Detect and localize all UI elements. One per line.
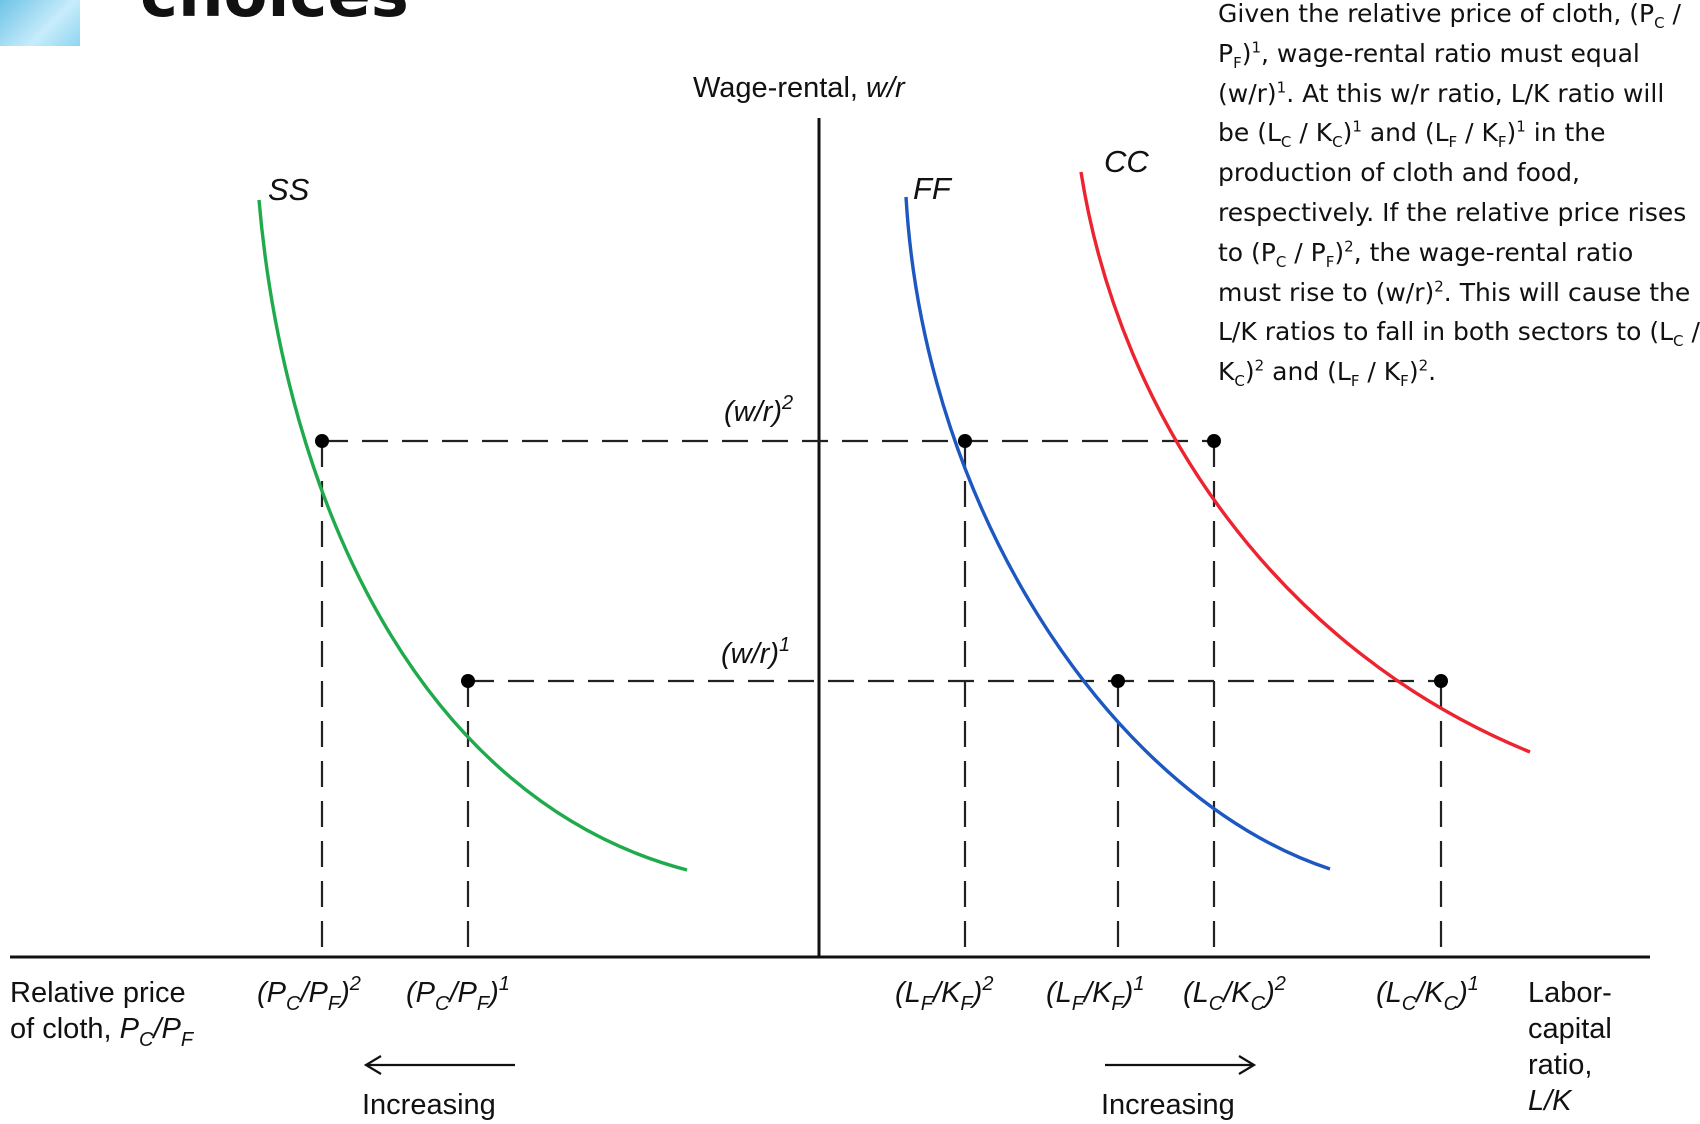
wr2-label: (w/r)2 <box>724 392 793 428</box>
left-arrow-head-icon <box>363 1055 382 1075</box>
cc-curve <box>1079 171 1531 754</box>
right-arrow-head-icon <box>1238 1055 1257 1075</box>
y-axis-label-text: Wage-rental, <box>693 72 866 104</box>
lckc1-label: (LC/KC)1 <box>1376 973 1479 1015</box>
ff-curve <box>904 196 1331 871</box>
lfkf2-label: (LF/KF)2 <box>895 973 993 1015</box>
cc-label: CC <box>1104 144 1149 179</box>
ss-curve <box>257 199 688 872</box>
y-axis-label: Wage-rental, w/r <box>693 72 906 104</box>
point-ff-wr1 <box>1111 674 1125 688</box>
point-ss-wr1 <box>461 674 475 688</box>
point-ss-wr2 <box>315 434 329 448</box>
right-x-axis-label-line2: capital <box>1528 1013 1612 1045</box>
left-increasing-label: Increasing <box>362 1089 496 1121</box>
slide-title: choices <box>140 0 409 32</box>
left-x-axis-label-line2: of cloth, PC/PF <box>10 1013 195 1051</box>
lfkf1-label: (LF/KF)1 <box>1046 973 1144 1015</box>
right-x-axis-label-line4: L/K <box>1528 1085 1573 1117</box>
left-x-axis-label-line1: Relative price <box>10 977 186 1009</box>
logo-graphic <box>0 0 80 46</box>
point-cc-wr2 <box>1207 434 1221 448</box>
point-ff-wr2 <box>958 434 972 448</box>
ff-label: FF <box>913 171 953 206</box>
lckc2-label: (LC/KC)2 <box>1183 973 1286 1015</box>
explanation-note: Given the relative price of cloth, (PC /… <box>1218 0 1700 391</box>
right-x-axis-label-line3: ratio, <box>1528 1049 1592 1081</box>
wr1-label: (w/r)1 <box>721 634 790 670</box>
pcpf2-label: (PC/PF)2 <box>257 973 361 1015</box>
ss-label: SS <box>268 172 310 207</box>
point-cc-wr1 <box>1434 674 1448 688</box>
right-increasing-label: Increasing <box>1101 1089 1235 1121</box>
right-x-axis-label-line1: Labor- <box>1528 977 1612 1009</box>
pcpf1-label: (PC/PF)1 <box>406 973 510 1015</box>
